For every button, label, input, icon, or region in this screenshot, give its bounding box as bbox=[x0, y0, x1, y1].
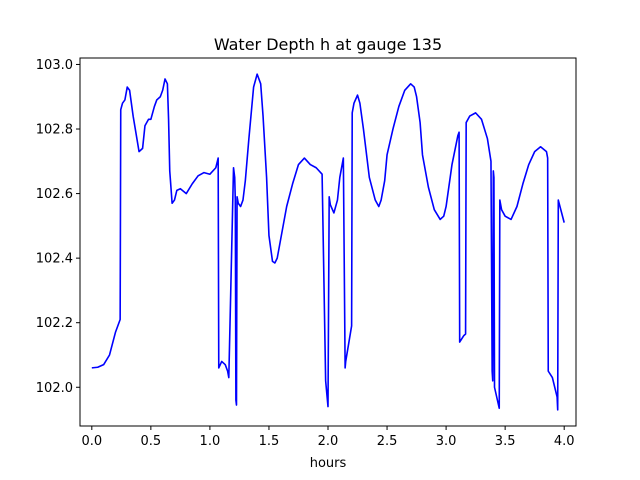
y-tick-label: 103.0 bbox=[36, 58, 73, 73]
y-tick-label: 102.2 bbox=[36, 316, 73, 331]
x-tick-label: 4.0 bbox=[554, 434, 575, 449]
x-axis: 0.0 0.5 1.0 1.5 2.0 2.5 3.0 3.5 4.0 bbox=[81, 426, 575, 449]
series-layer bbox=[91, 73, 565, 411]
y-axis: 102.0 102.2 102.4 102.6 102.8 103.0 bbox=[36, 58, 80, 396]
y-tick-label: 102.0 bbox=[36, 381, 73, 396]
chart-title: Water Depth h at gauge 135 bbox=[214, 35, 442, 54]
x-tick-label: 0.0 bbox=[81, 434, 102, 449]
y-tick-label: 102.4 bbox=[36, 252, 73, 267]
x-tick-label: 1.0 bbox=[200, 434, 221, 449]
x-tick-label: 3.5 bbox=[495, 434, 516, 449]
x-tick-label: 2.0 bbox=[318, 434, 339, 449]
x-tick-label: 3.0 bbox=[436, 434, 457, 449]
x-axis-label: hours bbox=[310, 456, 347, 471]
y-tick-label: 102.8 bbox=[36, 123, 73, 138]
x-tick-label: 2.5 bbox=[377, 434, 398, 449]
series-line-0 bbox=[91, 73, 565, 411]
x-tick-label: 1.5 bbox=[259, 434, 280, 449]
x-tick-label: 0.5 bbox=[141, 434, 162, 449]
y-tick-label: 102.6 bbox=[36, 187, 73, 202]
